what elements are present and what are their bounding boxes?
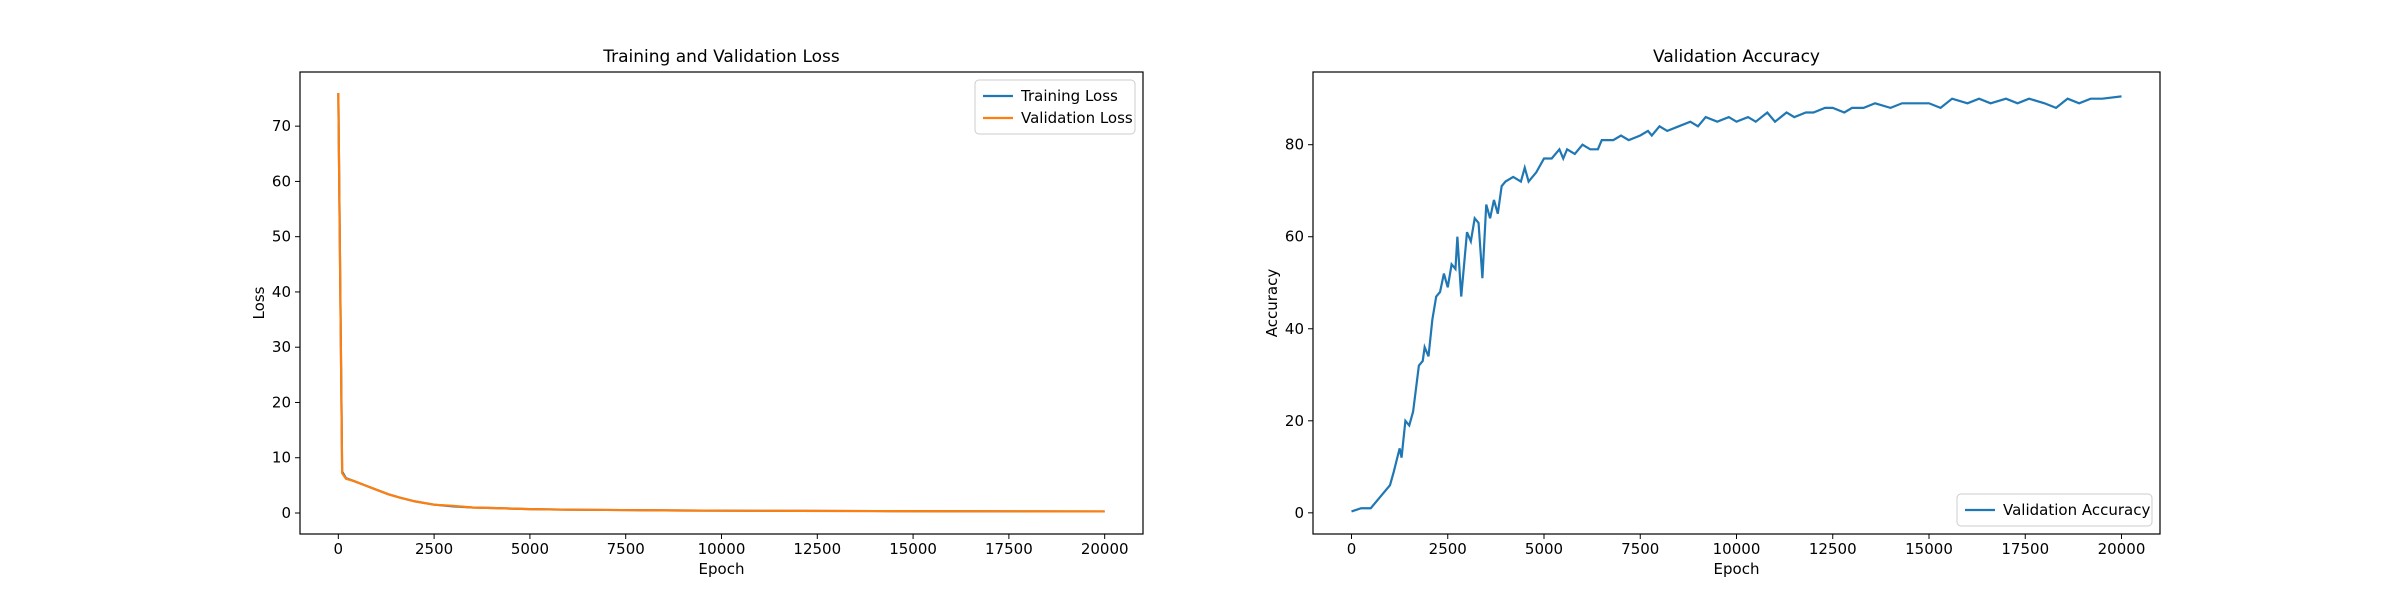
y-tick-label: 60 (1285, 228, 1304, 246)
x-tick-label: 20000 (2098, 540, 2146, 558)
x-tick-label: 5000 (511, 540, 549, 558)
legend: Validation Accuracy (1956, 493, 2153, 527)
legend-label: Validation Loss (1021, 109, 1133, 127)
x-tick-label: 12500 (793, 540, 841, 558)
x-tick-label: 20000 (1081, 540, 1129, 558)
y-axis-label: Loss (250, 286, 268, 319)
x-tick-label: 10000 (698, 540, 746, 558)
x-tick-label: 2500 (1429, 540, 1467, 558)
chart-title: Validation Accuracy (1653, 47, 1820, 67)
y-tick-label: 50 (272, 228, 291, 246)
x-tick-label: 5000 (1525, 540, 1563, 558)
y-tick-label: 40 (1285, 320, 1304, 338)
x-tick-label: 0 (1347, 540, 1357, 558)
y-axis-label: Accuracy (1263, 269, 1281, 338)
x-tick-label: 7500 (1621, 540, 1659, 558)
x-tick-label: 17500 (2001, 540, 2049, 558)
y-tick-label: 20 (1285, 412, 1304, 430)
x-tick-label: 12500 (1809, 540, 1857, 558)
y-tick-label: 60 (272, 172, 291, 190)
x-axis-label: Epoch (699, 560, 745, 578)
y-tick-label: 20 (272, 393, 291, 411)
legend-label: Validation Accuracy (2003, 501, 2150, 519)
chart-title: Training and Validation Loss (602, 47, 840, 67)
x-tick-label: 10000 (1713, 540, 1761, 558)
x-tick-label: 2500 (415, 540, 453, 558)
legend-box (974, 79, 1136, 135)
x-tick-label: 0 (334, 540, 344, 558)
series-line (1351, 95, 2122, 513)
y-tick-label: 70 (272, 117, 291, 135)
y-tick-label: 10 (272, 449, 291, 467)
y-tick-label: 80 (1285, 136, 1304, 154)
legend-box (1956, 493, 2153, 527)
series-line (337, 92, 1105, 513)
y-tick-label: 0 (1294, 504, 1304, 522)
x-tick-label: 7500 (607, 540, 645, 558)
x-axis-label: Epoch (1714, 560, 1760, 578)
x-tick-label: 15000 (889, 540, 937, 558)
legend-label: Training Loss (1020, 87, 1118, 105)
x-tick-label: 15000 (1905, 540, 1953, 558)
axes-frame (299, 71, 1144, 535)
series-line (337, 92, 1105, 513)
y-tick-label: 40 (272, 283, 291, 301)
axes-frame (1312, 71, 2161, 535)
legend: Training Loss Validation Loss (974, 79, 1136, 135)
x-tick-label: 17500 (985, 540, 1033, 558)
y-tick-label: 30 (272, 338, 291, 356)
y-tick-label: 0 (281, 504, 291, 522)
